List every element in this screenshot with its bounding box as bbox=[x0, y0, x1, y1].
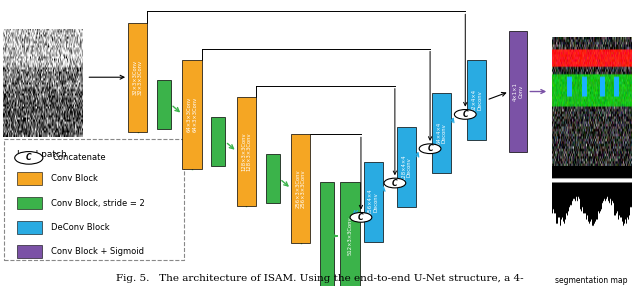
FancyBboxPatch shape bbox=[17, 245, 42, 258]
Text: 32×4×4
Deconv: 32×4×4 Deconv bbox=[472, 89, 482, 111]
FancyBboxPatch shape bbox=[509, 31, 527, 152]
FancyBboxPatch shape bbox=[237, 97, 256, 206]
Text: Conv Block, stride = 2: Conv Block, stride = 2 bbox=[51, 198, 145, 208]
FancyBboxPatch shape bbox=[340, 182, 360, 286]
Text: 128×4×4
Deconv: 128×4×4 Deconv bbox=[401, 154, 412, 180]
FancyBboxPatch shape bbox=[128, 23, 147, 132]
Text: 64×3×3Conv
64×3×3Conv: 64×3×3Conv 64×3×3Conv bbox=[187, 97, 197, 132]
FancyBboxPatch shape bbox=[17, 197, 42, 209]
FancyBboxPatch shape bbox=[211, 117, 225, 166]
FancyBboxPatch shape bbox=[432, 93, 451, 173]
Text: local patch: local patch bbox=[17, 150, 67, 159]
FancyBboxPatch shape bbox=[17, 172, 42, 185]
Text: Concatenate: Concatenate bbox=[52, 153, 106, 162]
Text: segmentation map: segmentation map bbox=[555, 276, 628, 285]
Circle shape bbox=[15, 152, 43, 164]
Text: Conv Block: Conv Block bbox=[51, 174, 98, 183]
Text: 128×3×3Conv
128×3×3Conv: 128×3×3Conv 128×3×3Conv bbox=[241, 132, 252, 171]
Text: 4×1×1
Conv: 4×1×1 Conv bbox=[513, 82, 524, 101]
Text: 256×3×3Conv
256×3×3Conv: 256×3×3Conv 256×3×3Conv bbox=[296, 169, 306, 208]
FancyBboxPatch shape bbox=[4, 139, 184, 260]
FancyBboxPatch shape bbox=[17, 221, 42, 234]
FancyBboxPatch shape bbox=[467, 60, 486, 140]
Text: C: C bbox=[428, 144, 433, 153]
Text: segmentation result: segmentation result bbox=[552, 199, 630, 208]
Circle shape bbox=[384, 178, 406, 188]
Circle shape bbox=[454, 110, 476, 119]
Circle shape bbox=[350, 212, 372, 222]
FancyBboxPatch shape bbox=[266, 154, 280, 203]
Text: C: C bbox=[26, 153, 31, 162]
Text: C: C bbox=[463, 110, 468, 119]
FancyBboxPatch shape bbox=[157, 80, 171, 129]
Text: C: C bbox=[392, 178, 397, 188]
Text: 256×4×4
Deconv: 256×4×4 Deconv bbox=[368, 189, 378, 214]
Text: 32×3×3Conv
32×3×3Conv: 32×3×3Conv 32×3×3Conv bbox=[132, 60, 143, 95]
Text: DeConv Block: DeConv Block bbox=[51, 223, 110, 232]
FancyBboxPatch shape bbox=[397, 127, 416, 207]
FancyBboxPatch shape bbox=[291, 134, 310, 243]
Text: Conv Block + Sigmoid: Conv Block + Sigmoid bbox=[51, 247, 144, 256]
Text: 64×4×4
Deconv: 64×4×4 Deconv bbox=[436, 122, 447, 144]
Circle shape bbox=[419, 144, 441, 154]
Text: 512×3×3Conv: 512×3×3Conv bbox=[348, 217, 353, 255]
Text: Fig. 5.   The architecture of ISAM. Using the end-to-end U-Net structure, a 4-: Fig. 5. The architecture of ISAM. Using … bbox=[116, 274, 524, 283]
FancyBboxPatch shape bbox=[320, 182, 334, 286]
FancyBboxPatch shape bbox=[364, 162, 383, 242]
FancyBboxPatch shape bbox=[182, 60, 202, 169]
Text: C: C bbox=[358, 213, 364, 222]
